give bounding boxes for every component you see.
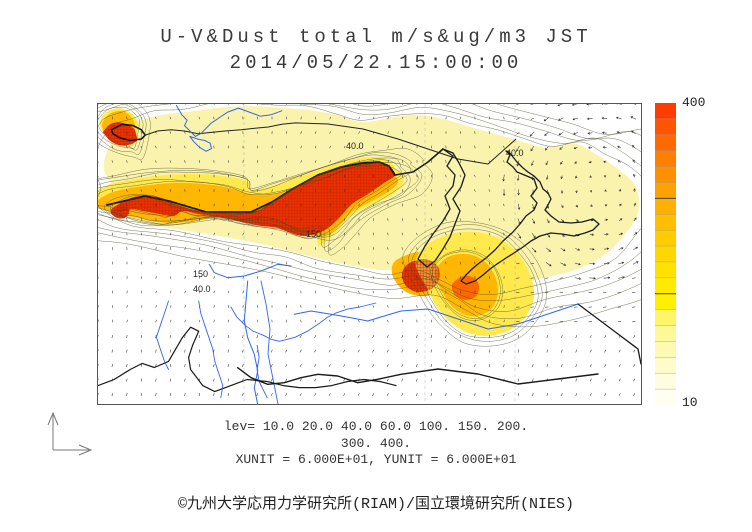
- svg-text:40.0: 40.0: [506, 148, 524, 158]
- svg-text:150: 150: [193, 269, 208, 279]
- svg-text:40.0: 40.0: [193, 284, 211, 294]
- svg-text:40.0: 40.0: [346, 141, 364, 151]
